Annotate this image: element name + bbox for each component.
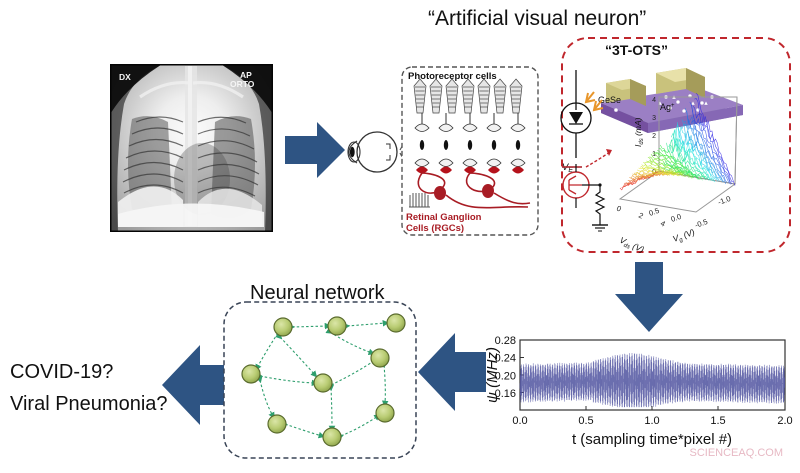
svg-text:0.0: 0.0 [670, 212, 683, 224]
svg-text:Ids (mA): Ids (mA) [633, 117, 645, 147]
svg-text:2: 2 [652, 133, 656, 140]
svg-text:Vg (V): Vg (V) [671, 227, 697, 246]
svg-text:0.5: 0.5 [648, 206, 661, 218]
svg-text:-0.5: -0.5 [694, 217, 709, 230]
svg-text:Vds (V): Vds (V) [617, 235, 646, 257]
svg-text:4: 4 [652, 97, 656, 104]
svg-text:3: 3 [652, 115, 656, 122]
svg-text:2: 2 [637, 211, 645, 221]
svg-text:0: 0 [615, 204, 623, 214]
svg-text:4: 4 [659, 219, 667, 229]
